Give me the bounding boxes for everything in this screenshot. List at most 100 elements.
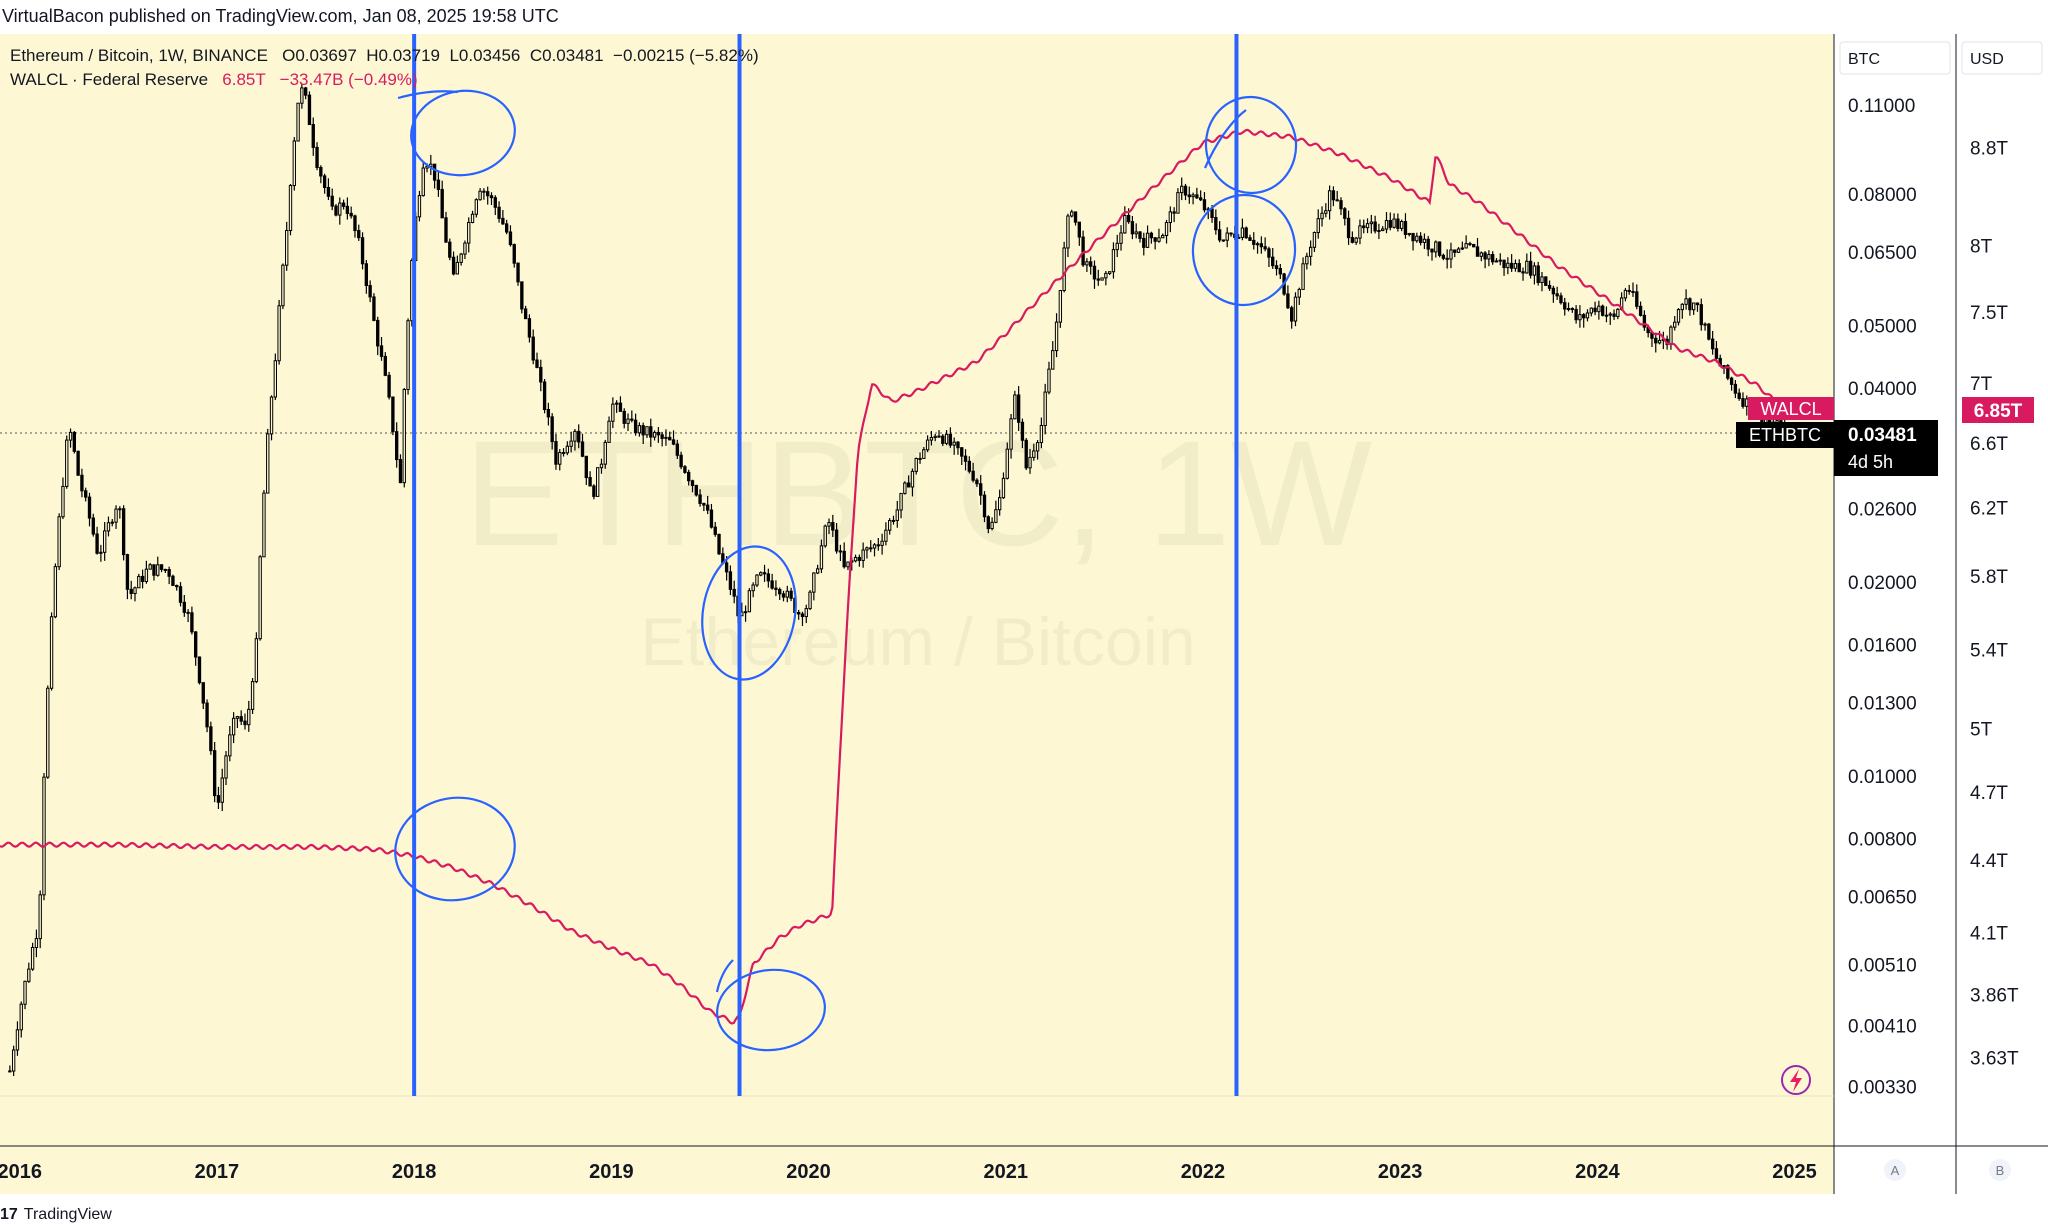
ethbtc-candle-body-47: [186, 611, 190, 614]
ethbtc-candle-body-456: [1737, 392, 1741, 399]
ethbtc-candle-body-395: [1506, 262, 1510, 269]
ethbtc-candle-body-158: [607, 420, 611, 443]
ethbtc-candle-body-356: [1358, 225, 1362, 239]
legend-symbol[interactable]: Ethereum / Bitcoin, 1W, BINANCE: [10, 46, 268, 65]
ethbtc-candle-body-415: [1582, 314, 1586, 319]
ethbtc-candle-body-226: [865, 547, 869, 551]
ethbtc-candle-body-230: [880, 540, 884, 546]
ethbtc-candle-body-272: [1039, 425, 1044, 444]
ethbtc-candle-body-134: [516, 262, 520, 283]
ethbtc-candle-body-104: [402, 388, 406, 484]
ethbtc-candle-body-156: [599, 463, 604, 469]
usd-currency-button[interactable]: USD: [1961, 41, 2043, 75]
bar-countdown-label: 4d 5h: [1848, 452, 1893, 472]
ethbtc-candle-body-342: [1305, 255, 1309, 265]
ethbtc-candle-body-278: [1062, 247, 1066, 292]
plot-area[interactable]: [0, 34, 1834, 1194]
ethbtc-candle-body-246: [941, 435, 945, 444]
ethbtc-candle-body-217: [831, 522, 835, 531]
btc-currency-label: BTC: [1848, 51, 1880, 68]
ethbtc-candle-body-332: [1267, 248, 1271, 258]
ethbtc-candle-body-353: [1346, 217, 1351, 239]
ethbtc-candle-body-338: [1290, 307, 1294, 322]
ethbtc-candle-body-431: [1642, 314, 1647, 328]
ethbtc-candle-body-138: [531, 336, 535, 361]
ethbtc-candle-body-132: [508, 231, 513, 246]
ethbtc-candle-body-152: [584, 455, 588, 479]
ethbtc-candle-body-97: [376, 319, 380, 347]
ethbtc-candle-body-57: [224, 755, 228, 779]
ethbtc-candle-body-81: [315, 146, 319, 168]
ethbtc-candle-body-458: [1745, 398, 1749, 407]
publish-header: VirtualBacon published on TradingView.co…: [0, 0, 2048, 34]
ethbtc-candle-body-303: [1157, 237, 1161, 242]
ethbtc-candle-body-453: [1726, 365, 1730, 379]
legend-main-row: Ethereum / Bitcoin, 1W, BINANCE O0.03697…: [10, 44, 759, 68]
ethbtc-candle-body-201: [770, 580, 774, 589]
ethbtc-candle-body-235: [899, 492, 903, 511]
ethbtc-candle-body-251: [960, 447, 964, 457]
ethbtc-candle-body-438: [1669, 326, 1673, 345]
ethbtc-candle-body-400: [1525, 260, 1529, 274]
ethbtc-candle-body-446: [1699, 304, 1703, 326]
ethbtc-candle-body-52: [205, 702, 209, 728]
scale-b-button[interactable]: B: [1989, 1159, 2011, 1181]
btc-axis-panel[interactable]: [1834, 34, 1956, 1194]
ethbtc-candle-body-408: [1555, 293, 1559, 297]
ethbtc-candle-body-247: [944, 433, 949, 444]
annotation-circle-2019-walcl: [716, 968, 826, 1052]
ethbtc-candle-body-145: [558, 451, 562, 465]
ethbtc-candle-body-20: [84, 490, 88, 498]
ethbtc-candle-body-364: [1388, 220, 1392, 228]
btc-currency-button[interactable]: BTC: [1839, 41, 1951, 75]
ethbtc-candle-body-33: [133, 587, 137, 594]
ethbtc-candle-body-141: [542, 381, 547, 411]
annotation-tail-2018-top: [397, 90, 459, 100]
ethbtc-candle-body-309: [1180, 185, 1184, 194]
ethbtc-candle-body-84: [326, 186, 331, 197]
ethbtc-candle-body-37: [148, 564, 152, 570]
ethbtc-candle-body-19: [80, 474, 84, 492]
walcl-tag-label: WALCL: [1760, 399, 1821, 419]
ethbtc-candle-body-286: [1092, 265, 1097, 280]
ethbtc-candle-body-352: [1343, 208, 1347, 219]
ethbtc-candle-body-374: [1426, 238, 1430, 250]
legend-change: −0.00215 (−5.82%): [613, 46, 759, 65]
tradingview-logo-mark: 17: [0, 1206, 18, 1223]
btc-tick-12: 0.00510: [1848, 956, 1917, 977]
ethbtc-candle-body-77: [300, 87, 304, 104]
watermark-description: Ethereum / Bitcoin: [640, 604, 1196, 680]
ethbtc-candle-body-179: [687, 471, 691, 482]
ethbtc-candle-body-146: [561, 451, 566, 454]
indicator-name[interactable]: WALCL · Federal Reserve: [10, 70, 209, 89]
ethbtc-candle-body-260: [994, 509, 998, 523]
ethbtc-candle-body-295: [1126, 214, 1131, 223]
ethbtc-candle-body-424: [1616, 308, 1620, 317]
lightning-icon[interactable]: [1781, 1065, 1811, 1095]
ethbtc-candle-body-410: [1563, 302, 1567, 310]
ethbtc-candle-body-248: [948, 433, 953, 446]
ethbtc-candle-body-305: [1164, 222, 1169, 236]
ethbtc-candle-body-144: [554, 441, 558, 465]
ethbtc-candle-body-175: [671, 439, 676, 445]
ethbtc-candle-body-401: [1528, 260, 1533, 276]
btc-tick-13: 0.00410: [1848, 1017, 1917, 1038]
ethbtc-candle-body-243: [929, 437, 934, 441]
ethbtc-candle-body-169: [649, 426, 653, 438]
ethbtc-candle-body-99: [383, 355, 387, 376]
btc-tick-11: 0.00650: [1848, 888, 1917, 909]
ethbtc-candle-body-49: [194, 631, 198, 658]
usd-axis-panel[interactable]: [1956, 34, 2048, 1194]
ethbtc-candle-body-79: [307, 94, 312, 126]
ethbtc-candle-body-359: [1369, 221, 1374, 225]
ethbtc-candle-body-297: [1134, 231, 1138, 235]
ethbtc-candle-body-18: [76, 450, 80, 476]
auto-scale-button[interactable]: A: [1884, 1159, 1906, 1181]
btc-axis-ticks: 0.11000 0.08000 0.06500 0.05000 0.04000 0.026…: [1848, 96, 1917, 1099]
ethbtc-candle-body-166: [637, 425, 642, 434]
ethbtc-candle-body-69: [269, 396, 274, 435]
ethbtc-candle-body-289: [1104, 272, 1108, 279]
ethbtc-candle-body-416: [1585, 312, 1590, 319]
ethbtc-candle-body-402: [1532, 265, 1537, 276]
